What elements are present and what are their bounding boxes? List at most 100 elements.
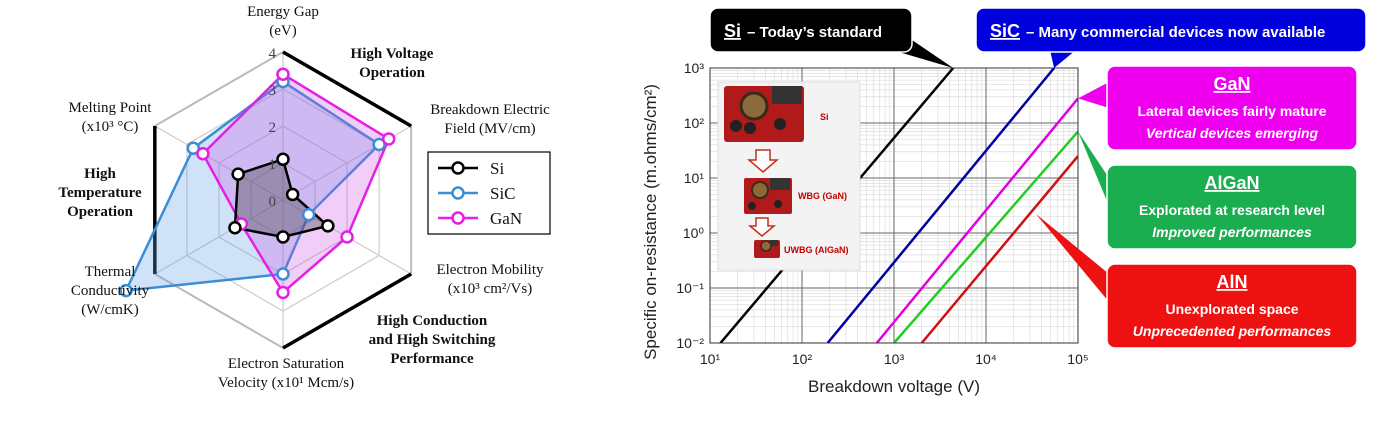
radar-spoke — [154, 125, 284, 201]
series-line-gan — [875, 97, 1078, 343]
callout-line2: Vertical devices emerging — [1146, 125, 1319, 141]
callout-title: AlN — [1217, 272, 1248, 292]
radar-axis-label-electron_mobility: (x10³ cm²/Vs) — [448, 281, 532, 297]
radar-point-si — [276, 230, 290, 244]
radar-tick-labels: 0 1 2 3 4 — [269, 46, 277, 210]
y-tick-label: 10² — [684, 115, 705, 131]
y-tick-label: 10⁻¹ — [676, 280, 704, 296]
radar-tick-label: 1 — [269, 157, 277, 173]
radar-axis-label-saturation_velocity: Velocity (x10¹ Mcm/s) — [218, 375, 354, 391]
legend-label-sic: SiC — [490, 184, 516, 203]
radar-point-gan — [381, 132, 396, 146]
radar-axis-labels: Energy Gap (eV) Breakdown Electric Field (M… — [69, 4, 551, 391]
radar-axis-label-melting_point: (x10³ °C) — [82, 119, 139, 135]
callout-title: GaN — [1213, 74, 1250, 94]
callout-pointer — [1078, 82, 1109, 108]
radar-axis-label-thermal_conductivity: (W/cmK) — [81, 302, 138, 318]
radar-legend: Si SiC GaN — [427, 151, 551, 235]
callout-box — [1106, 65, 1358, 151]
callout-algan: AlGaN Explorated at research level Improve… — [1078, 131, 1358, 250]
radar-point-si — [285, 187, 300, 202]
inset-label-si: Si — [820, 112, 829, 122]
radar-chart: 0 1 2 3 4 Energy Gap (eV) Breakdown Electric Fi… — [58, 4, 551, 391]
callout-line1: – Many commercial devices now available — [1026, 24, 1325, 41]
callout-box — [709, 7, 913, 53]
radar-axis-label-melting_point: Melting Point — [69, 100, 153, 116]
region-label-high_conduction: Performance — [390, 351, 474, 367]
down-arrow-icon — [746, 149, 780, 173]
callout-box — [1106, 263, 1358, 349]
callout-aln: AlN Unexplorated space Unprecedented perfo… — [1036, 214, 1358, 349]
radar-point-si — [276, 152, 290, 167]
series-line-aln — [920, 155, 1078, 343]
radar-tick-label: 4 — [269, 46, 277, 62]
radar-point-sic — [372, 137, 386, 152]
radar-tick-label: 2 — [269, 120, 277, 136]
y-tick-labels: 10⁻² 10⁻¹ 10⁰ 10¹ 10² 10³ — [676, 60, 704, 351]
legend-marker-sic — [451, 186, 465, 200]
callout-line1: – Today’s standard — [747, 24, 882, 41]
series-line-algan — [893, 130, 1078, 343]
radar-point-gan — [340, 230, 354, 244]
x-tick-label: 10¹ — [700, 351, 721, 367]
callout-line1: Unexplorated space — [1165, 301, 1298, 317]
callout-line1: Explorated at research level — [1139, 202, 1325, 218]
radar-axis-label-thermal_conductivity: Conductivity — [71, 283, 150, 299]
callout-si: Si – Today’s standard — [709, 7, 954, 68]
radar-point-sic — [301, 208, 316, 222]
region-label-high_conduction: High Conduction — [377, 313, 488, 329]
radar-point-gan — [276, 285, 290, 300]
radar-point-gan — [276, 67, 290, 81]
plot-frame — [709, 67, 1079, 344]
x-tick-label: 10⁵ — [1067, 351, 1088, 367]
radar-point-sic — [119, 283, 133, 298]
down-arrow-icon — [747, 217, 777, 237]
radar-axis-label-thermal_conductivity: Thermal — [85, 264, 136, 280]
region-border-high_conduction — [282, 272, 413, 350]
uwbg-device-image — [754, 240, 780, 258]
callouts: Si – Today’s standard SiC – Many commercial… — [709, 7, 1367, 349]
device-inset: Si WBG (GaN) UWBG (AlGaN) — [717, 81, 861, 271]
radar-spoke — [154, 199, 284, 275]
y-tick-label: 10⁻² — [676, 335, 704, 351]
callout-box — [975, 7, 1367, 53]
radar-axis-label-breakdown_field: Field (MV/cm) — [444, 121, 535, 137]
series-line-sic — [826, 68, 1056, 343]
y-axis-label: Specific on-resistance (m.ohms/cm²) — [641, 84, 660, 360]
legend-marker-si — [451, 161, 465, 175]
si-device-image — [724, 86, 804, 142]
callout-pointer — [1078, 131, 1109, 206]
region-label-high_temperature: Temperature — [58, 185, 142, 201]
region-label-high_voltage: Operation — [359, 65, 425, 81]
callout-line1: Lateral devices fairly mature — [1137, 103, 1326, 119]
radar-region-labels: High Voltage Operation High Conduction and … — [58, 46, 496, 367]
radar-axis-label-breakdown_field: Breakdown Electric — [430, 102, 550, 118]
callout-text: Si – Today’s standard — [724, 21, 882, 41]
x-tick-label: 10⁴ — [975, 351, 997, 367]
radar-tick-label: 0 — [269, 194, 277, 210]
radar-point-si — [321, 219, 335, 233]
region-label-high_conduction: and High Switching — [369, 332, 496, 348]
radar-axis-label-energy_gap: Energy Gap — [247, 4, 319, 20]
y-tick-label: 10³ — [684, 60, 705, 76]
callout-line2: Improved performances — [1152, 224, 1312, 240]
radar-axis-label-energy_gap: (eV) — [269, 23, 296, 39]
callout-title: Si — [724, 21, 741, 41]
x-tick-label: 10³ — [884, 351, 905, 367]
radar-point-si — [228, 221, 242, 235]
callout-gan: GaN Lateral devices fairly mature Vertical… — [1078, 65, 1358, 151]
callout-sic: SiC – Many commercial devices now availab… — [975, 7, 1367, 68]
region-label-high_temperature: Operation — [67, 204, 133, 220]
radar-axis-label-saturation_velocity: Electron Saturation — [228, 356, 345, 372]
x-axis-label: Breakdown voltage (V) — [808, 377, 980, 396]
x-tick-label: 10² — [792, 351, 813, 367]
region-border-high_voltage — [282, 50, 413, 128]
radar-series-layer — [119, 67, 396, 300]
radar-region-borders — [153, 50, 413, 350]
radar-point-gan — [196, 147, 210, 161]
radar-point-sic — [186, 141, 201, 155]
callout-box — [1106, 164, 1358, 250]
y-tick-label: 10¹ — [684, 170, 705, 186]
callout-pointer — [1050, 50, 1076, 68]
x-tick-labels: 10¹ 10² 10³ 10⁴ 10⁵ — [700, 351, 1089, 367]
